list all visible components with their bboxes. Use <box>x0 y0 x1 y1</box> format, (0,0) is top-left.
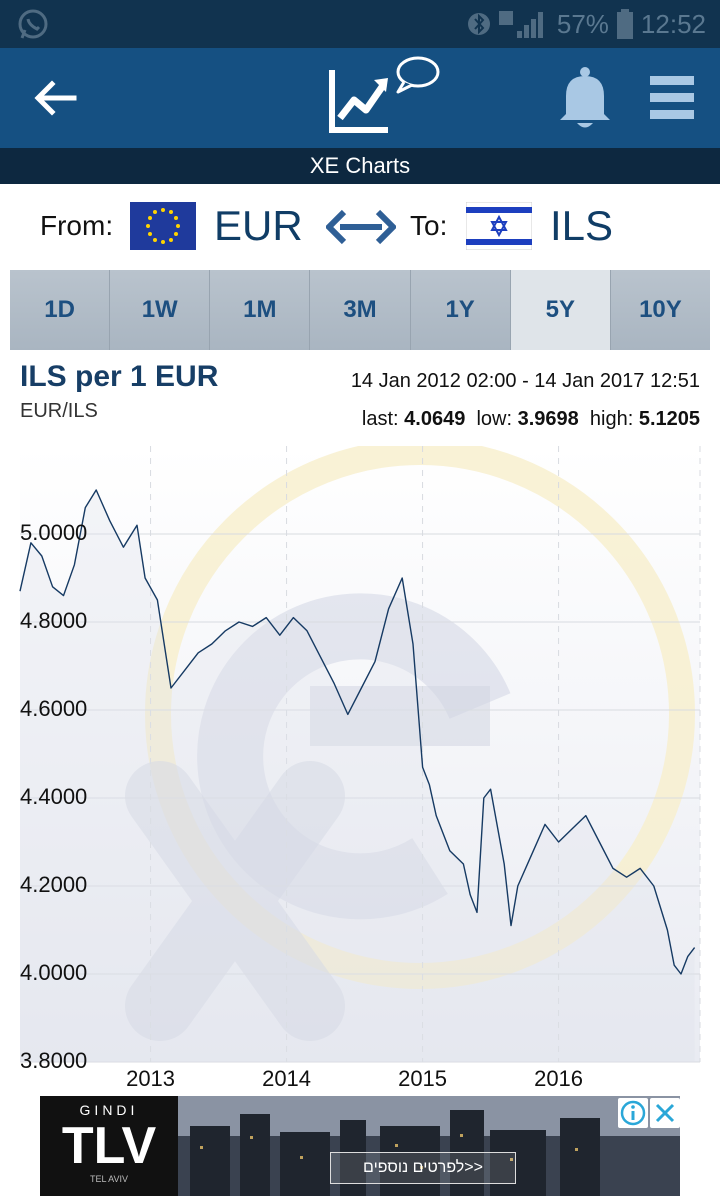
high-value: 5.1205 <box>638 408 700 430</box>
back-arrow-icon[interactable] <box>30 74 82 122</box>
status-bar: 57% 12:52 <box>0 0 720 48</box>
low-label: low: <box>476 408 513 430</box>
tab-1y[interactable]: 1Y <box>410 270 511 350</box>
eu-flag-icon[interactable] <box>130 202 196 250</box>
app-bar <box>0 48 720 148</box>
battery-percent: 57% <box>556 8 609 39</box>
battery-icon <box>616 9 633 39</box>
tab-1w[interactable]: 1W <box>110 270 211 350</box>
to-currency-code[interactable]: ILS <box>550 202 614 249</box>
currency-pair-selector: From: EUR To: ILS <box>0 184 720 270</box>
x-tick-label: 2016 <box>534 1066 583 1091</box>
y-tick-label: 5.0000 <box>20 520 87 545</box>
tab-1d[interactable]: 1D <box>10 270 111 350</box>
rate-chart[interactable]: 3.8000 4.0000 4.2000 4.4000 4.6000 4.8000 5.00… <box>10 446 710 1096</box>
tab-10y[interactable]: 10Y <box>610 270 710 350</box>
info-icon[interactable] <box>618 1098 648 1128</box>
xe-charts-logo-icon <box>329 56 440 133</box>
x-tick-label: 2013 <box>126 1066 175 1091</box>
menu-icon[interactable] <box>650 76 694 120</box>
x-tick-label: 2015 <box>398 1066 447 1091</box>
from-currency-code[interactable]: EUR <box>214 202 303 249</box>
from-label: From: <box>40 210 114 241</box>
whatsapp-icon <box>18 9 48 39</box>
chart-stats: last: 4.0649 low: 3.9698 high: 5.1205 <box>362 408 700 431</box>
chart-date-range: 14 Jan 2012 02:00 - 14 Jan 2017 12:51 <box>350 370 700 392</box>
clock: 12:52 <box>640 8 706 39</box>
y-tick-label: 3.8000 <box>20 1048 87 1073</box>
close-icon[interactable] <box>650 1098 680 1128</box>
swap-arrows-icon[interactable] <box>326 206 396 248</box>
status-right: 57% 12:52 <box>467 6 706 42</box>
y-tick-label: 4.8000 <box>20 608 87 633</box>
bluetooth-icon <box>467 13 490 35</box>
ad-banner[interactable]: GINDI TLV TEL AVIV לפרטים נוספים>> <box>40 1096 680 1196</box>
low-value: 3.9698 <box>517 408 579 430</box>
israel-flag-icon[interactable] <box>466 202 532 250</box>
tab-1m[interactable]: 1M <box>210 270 311 350</box>
time-range-tabs: 1D 1W 1M 3M 1Y 5Y 10Y <box>10 270 710 350</box>
ad-cta-button[interactable]: לפרטים נוספים>> <box>330 1152 516 1184</box>
tab-5y[interactable]: 5Y <box>510 270 611 350</box>
series-area <box>20 490 695 1062</box>
last-label: last: <box>361 408 399 430</box>
y-tick-label: 4.2000 <box>20 872 87 897</box>
y-tick-label: 4.6000 <box>20 696 87 721</box>
tab-3m[interactable]: 3M <box>310 270 411 350</box>
screen-title: XE Charts <box>0 148 720 184</box>
chart-title: ILS per 1 EUR <box>20 360 219 393</box>
chart-pair-label: EUR/ILS <box>20 400 98 422</box>
chart-panel: ILS per 1 EUR EUR/ILS 14 Jan 2012 02:00 … <box>10 350 710 1096</box>
series-line <box>19 489 696 975</box>
y-tick-label: 4.0000 <box>20 960 87 985</box>
last-value: 4.0649 <box>404 408 466 430</box>
x-tick-label: 2014 <box>262 1066 311 1091</box>
to-label: To: <box>410 210 448 241</box>
bell-icon[interactable] <box>556 66 614 130</box>
high-label: high: <box>589 408 634 430</box>
signal-icon <box>498 11 543 38</box>
ad-logo: GINDI TLV TEL AVIV <box>40 1096 178 1196</box>
y-tick-label: 4.4000 <box>20 784 87 809</box>
